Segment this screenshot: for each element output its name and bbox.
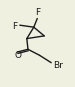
Text: Br: Br: [53, 61, 63, 70]
Text: O: O: [14, 52, 21, 60]
Text: F: F: [35, 8, 40, 17]
Text: F: F: [12, 22, 17, 31]
